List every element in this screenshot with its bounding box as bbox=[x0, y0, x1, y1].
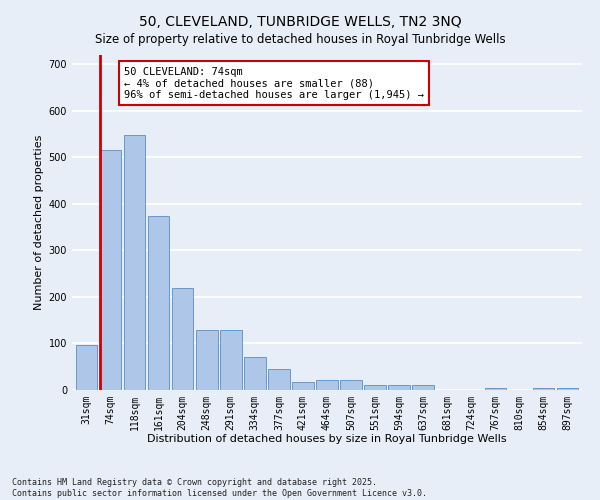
Bar bbox=[412, 386, 434, 390]
Bar bbox=[316, 380, 338, 390]
Text: Size of property relative to detached houses in Royal Tunbridge Wells: Size of property relative to detached ho… bbox=[95, 32, 505, 46]
Bar bbox=[124, 136, 145, 390]
Y-axis label: Number of detached properties: Number of detached properties bbox=[34, 135, 44, 310]
Bar bbox=[292, 382, 314, 390]
Bar bbox=[172, 288, 193, 390]
Bar bbox=[100, 150, 121, 390]
Text: Contains HM Land Registry data © Crown copyright and database right 2025.
Contai: Contains HM Land Registry data © Crown c… bbox=[12, 478, 427, 498]
X-axis label: Distribution of detached houses by size in Royal Tunbridge Wells: Distribution of detached houses by size … bbox=[147, 434, 507, 444]
Bar bbox=[485, 388, 506, 390]
Text: 50 CLEVELAND: 74sqm
← 4% of detached houses are smaller (88)
96% of semi-detache: 50 CLEVELAND: 74sqm ← 4% of detached hou… bbox=[124, 66, 424, 100]
Bar bbox=[533, 388, 554, 390]
Text: 50, CLEVELAND, TUNBRIDGE WELLS, TN2 3NQ: 50, CLEVELAND, TUNBRIDGE WELLS, TN2 3NQ bbox=[139, 15, 461, 29]
Bar bbox=[268, 368, 290, 390]
Bar bbox=[557, 388, 578, 390]
Bar bbox=[388, 385, 410, 390]
Bar bbox=[196, 330, 218, 390]
Bar bbox=[148, 216, 169, 390]
Bar bbox=[76, 345, 97, 390]
Bar bbox=[220, 330, 242, 390]
Bar bbox=[244, 358, 266, 390]
Bar bbox=[364, 385, 386, 390]
Bar bbox=[340, 380, 362, 390]
